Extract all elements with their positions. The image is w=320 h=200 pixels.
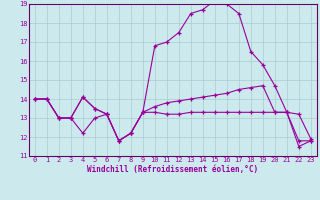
X-axis label: Windchill (Refroidissement éolien,°C): Windchill (Refroidissement éolien,°C) xyxy=(87,165,258,174)
